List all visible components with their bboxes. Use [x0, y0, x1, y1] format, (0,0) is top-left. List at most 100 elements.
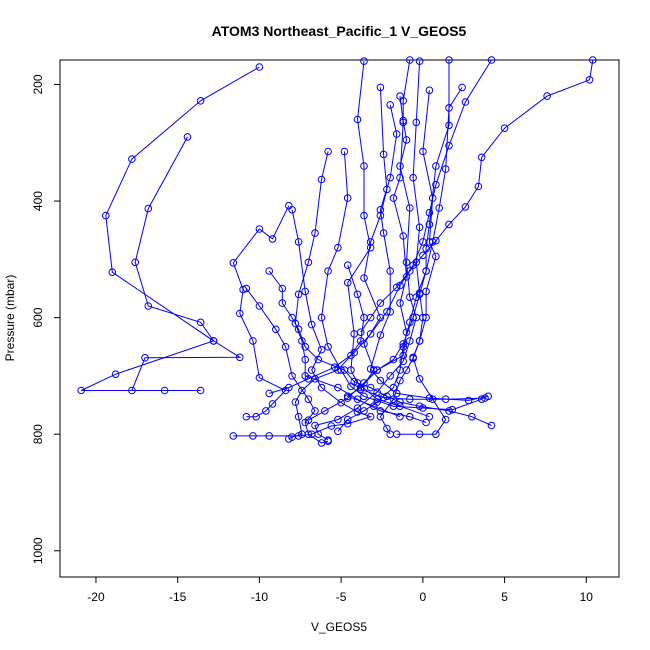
data-point: [350, 377, 359, 386]
data-point: [386, 101, 395, 109]
data-point: [445, 220, 453, 229]
series-20: [285, 261, 368, 443]
data-point: [383, 185, 391, 194]
data-point: [311, 407, 319, 415]
data-point: [301, 418, 310, 427]
data-point: [353, 404, 362, 412]
data-point: [389, 355, 398, 364]
data-point: [386, 267, 395, 275]
data-point: [255, 302, 264, 310]
x-axis: -20 -15 -10 -5 0 5 10: [87, 577, 593, 604]
data-point: [314, 355, 323, 364]
data-point: [461, 98, 470, 106]
data-point: [343, 278, 352, 287]
data-point: [304, 395, 313, 404]
data-point: [487, 56, 496, 64]
series-line: [308, 87, 463, 421]
data-point: [209, 337, 218, 345]
data-point: [317, 383, 326, 392]
data-point: [445, 141, 453, 150]
data-point: [301, 287, 310, 296]
data-point: [304, 258, 313, 267]
data-point: [422, 313, 430, 322]
data-point: [396, 412, 404, 421]
series-line: [396, 90, 447, 435]
data-point: [376, 299, 385, 307]
x-tick-label: -5: [336, 590, 347, 604]
data-point: [585, 76, 594, 84]
data-point: [435, 204, 444, 212]
series-line: [360, 59, 594, 333]
series-7: [343, 57, 434, 421]
data-point: [311, 375, 319, 383]
data-point: [311, 229, 319, 237]
data-point: [131, 258, 139, 267]
data-point: [415, 57, 424, 66]
data-point: [406, 56, 414, 64]
series-18: [242, 284, 332, 447]
data-point: [343, 261, 352, 270]
data-point: [229, 432, 238, 440]
data-point: [249, 337, 257, 345]
y-tick-label: 1000: [31, 537, 45, 564]
data-point: [406, 204, 414, 212]
data-point: [255, 225, 264, 233]
data-point: [294, 290, 303, 299]
data-point: [399, 351, 408, 360]
data-point: [415, 430, 424, 439]
data-point: [415, 223, 424, 232]
data-point: [128, 155, 136, 163]
x-tick-label: 0: [420, 590, 427, 604]
series-line: [80, 66, 260, 391]
data-point: [500, 124, 509, 132]
data-point: [373, 388, 381, 397]
data-point: [419, 251, 427, 260]
data-point: [298, 386, 306, 395]
data-point: [144, 204, 153, 213]
data-point: [458, 83, 466, 92]
data-point: [402, 273, 411, 281]
data-point: [386, 173, 395, 182]
series-line: [232, 205, 290, 418]
data-point: [160, 386, 169, 395]
plot-frame: [59, 59, 620, 578]
data-point: [409, 173, 417, 182]
series-line: [288, 265, 365, 440]
data-point: [392, 283, 401, 292]
data-point: [392, 130, 401, 138]
data-point: [373, 366, 381, 374]
data-point: [324, 267, 332, 275]
data-point: [298, 430, 306, 439]
series-line: [347, 61, 430, 418]
x-tick-label: -15: [169, 590, 187, 604]
series-15: [304, 83, 466, 425]
series-13: [392, 86, 450, 439]
series-12: [376, 57, 427, 439]
data-point: [412, 118, 421, 127]
data-point: [464, 396, 473, 405]
data-point: [353, 290, 362, 299]
data-point: [543, 92, 551, 100]
data-point: [111, 370, 120, 379]
x-tick-label: 5: [501, 590, 508, 604]
series-2: [128, 133, 244, 395]
data-point: [399, 116, 408, 125]
y-axis: 200 400 600 800 1000: [31, 74, 60, 564]
data-point: [236, 353, 244, 362]
data-point: [265, 389, 274, 398]
series-line: [337, 60, 450, 432]
data-point: [278, 284, 287, 293]
data-point: [373, 398, 381, 406]
data-point: [360, 392, 368, 401]
data-point: [406, 337, 414, 345]
data-point: [376, 331, 385, 339]
data-point: [428, 238, 437, 246]
data-point: [249, 432, 257, 440]
series-line: [245, 288, 329, 444]
y-axis-label: Pressure (mbar): [3, 275, 17, 362]
data-point: [252, 412, 260, 421]
data-point: [353, 115, 362, 124]
data-point: [396, 366, 404, 374]
data-point: [291, 319, 300, 328]
data-point: [334, 415, 342, 424]
